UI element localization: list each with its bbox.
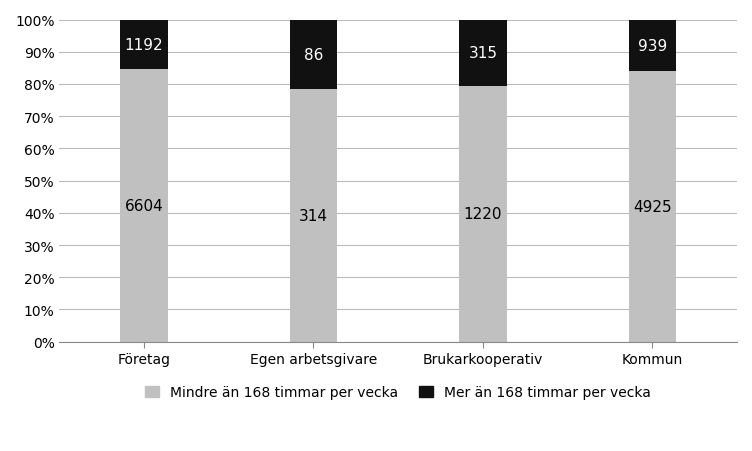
Bar (629, 72, 676, 342)
Legend: Mindre än 168 timmar per vecka, Mer än 168 timmar per vecka: Mindre än 168 timmar per vecka, Mer än 1… (145, 385, 651, 399)
Text: 6604: 6604 (125, 198, 163, 213)
Text: 1192: 1192 (125, 37, 163, 52)
Text: 4925: 4925 (633, 199, 672, 214)
Text: 314: 314 (299, 208, 328, 223)
Text: 315: 315 (468, 46, 497, 61)
Bar (290, 20, 337, 90)
Text: 86: 86 (304, 47, 323, 63)
Bar (120, 20, 168, 69)
Text: 939: 939 (638, 39, 667, 54)
Bar (459, 20, 507, 87)
Text: 1220: 1220 (464, 207, 502, 221)
Bar (120, 69, 168, 342)
Bar (290, 90, 337, 342)
Bar (629, 20, 676, 72)
Bar (459, 87, 507, 342)
